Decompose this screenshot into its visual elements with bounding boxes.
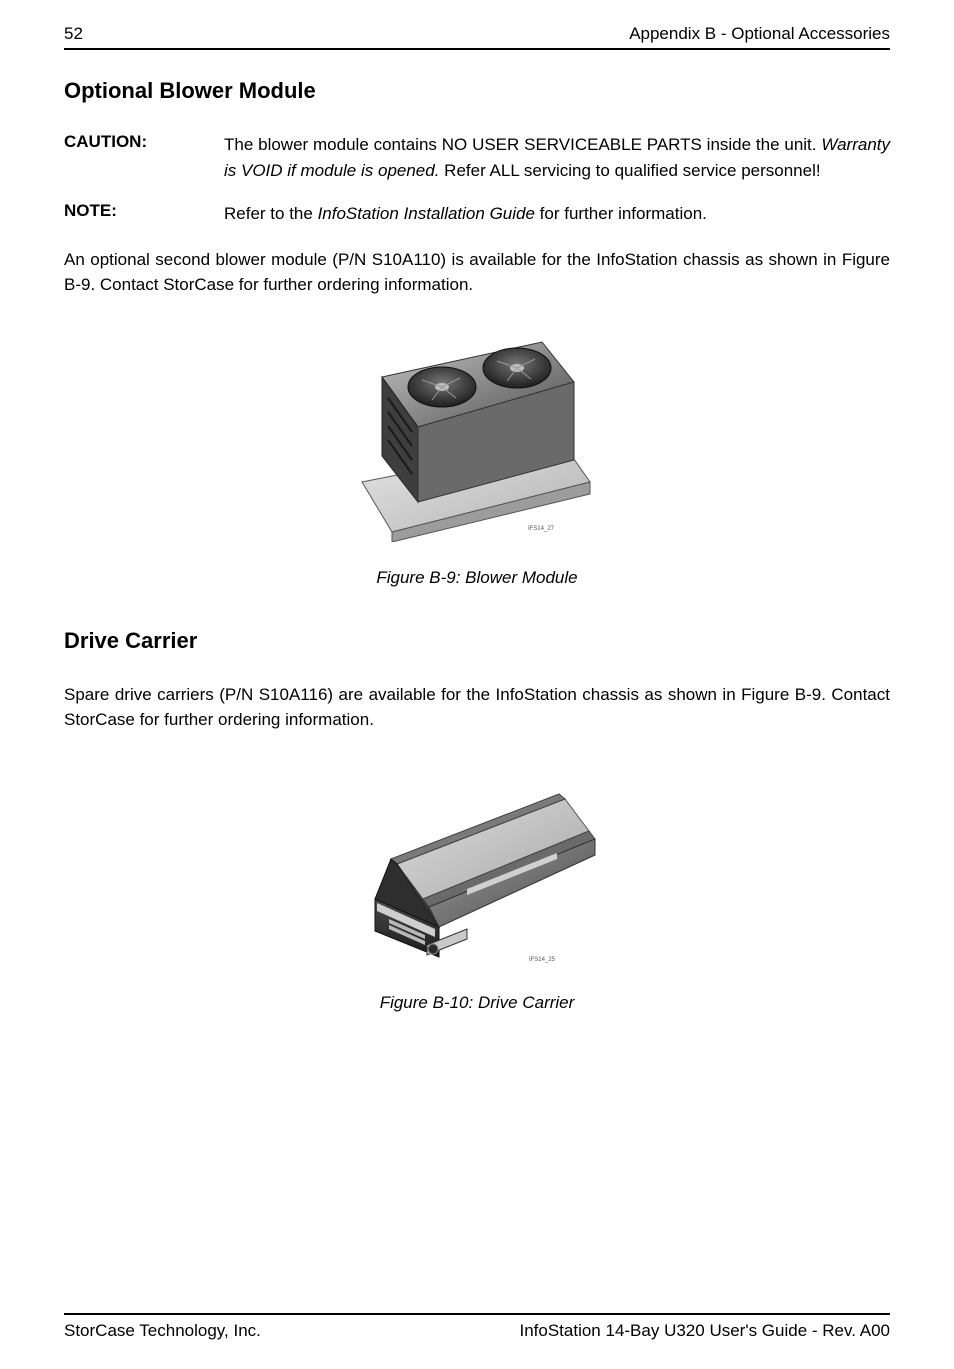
figure-blower: IFS14_27 Figure B-9: Blower Module [64, 326, 890, 628]
blower-illustration: IFS14_27 [332, 332, 622, 542]
blower-figure-caption: Figure B-9: Blower Module [376, 568, 577, 588]
page: 52 Appendix B - Optional Accessories Opt… [0, 0, 954, 1369]
caution-body: The blower module contains NO USER SERVI… [224, 132, 890, 183]
note-pre: Refer to the [224, 204, 318, 223]
section-title-carrier: Drive Carrier [64, 628, 890, 654]
note-italic: InfoStation Installation Guide [318, 204, 535, 223]
section-title-blower: Optional Blower Module [64, 78, 890, 104]
page-header: 52 Appendix B - Optional Accessories [64, 0, 890, 46]
carrier-figure-code: IFS14_25 [529, 957, 555, 963]
page-footer-block: StorCase Technology, Inc. InfoStation 14… [64, 1307, 890, 1341]
blower-svg [332, 332, 622, 542]
note-label: NOTE: [64, 201, 224, 227]
header-title: Appendix B - Optional Accessories [629, 24, 890, 44]
carrier-figure-caption: Figure B-10: Drive Carrier [380, 993, 575, 1013]
note-body: Refer to the InfoStation Installation Gu… [224, 201, 890, 227]
caution-post: Refer ALL servicing to qualified service… [439, 161, 820, 180]
caution-label: CAUTION: [64, 132, 224, 183]
blower-figure-code: IFS14_27 [528, 526, 554, 532]
note-post: for further information. [535, 204, 707, 223]
note-row: NOTE: Refer to the InfoStation Installat… [64, 201, 890, 227]
figure-carrier: IFS14_25 Figure B-10: Drive Carrier [64, 761, 890, 1053]
caution-row: CAUTION: The blower module contains NO U… [64, 132, 890, 183]
caution-pre: The blower module contains NO USER SERVI… [224, 135, 821, 154]
page-footer: StorCase Technology, Inc. InfoStation 14… [64, 1321, 890, 1341]
footer-left: StorCase Technology, Inc. [64, 1321, 261, 1341]
blower-paragraph: An optional second blower module (P/N S1… [64, 247, 890, 298]
footer-rule [64, 1313, 890, 1315]
header-rule [64, 48, 890, 50]
page-number: 52 [64, 24, 83, 44]
footer-right: InfoStation 14-Bay U320 User's Guide - R… [519, 1321, 890, 1341]
carrier-illustration: IFS14_25 [327, 769, 627, 969]
carrier-svg [327, 769, 627, 969]
carrier-paragraph: Spare drive carriers (P/N S10A116) are a… [64, 682, 890, 733]
